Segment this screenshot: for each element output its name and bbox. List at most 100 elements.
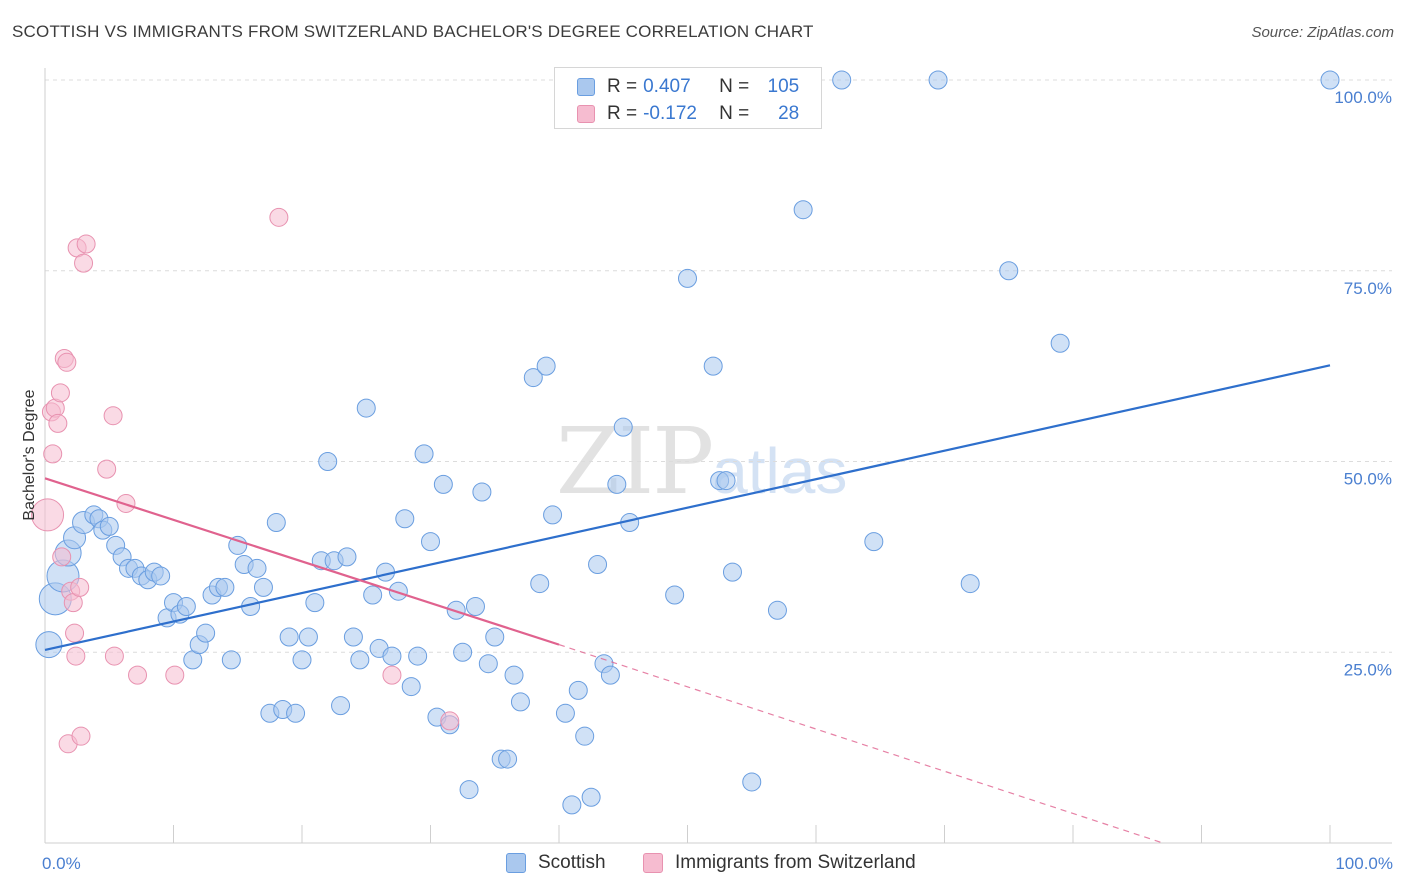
scottish-point	[292, 650, 312, 670]
x-tick-label: 100.0%	[1335, 854, 1393, 873]
legend-n-value: 105	[767, 76, 800, 97]
bottom-legend-swatch-blue	[506, 853, 526, 873]
scottish-point	[433, 474, 453, 494]
y-tick-label: 50.0%	[1344, 470, 1392, 489]
scottish-point	[286, 703, 306, 723]
legend-r-label: R =	[607, 103, 638, 124]
scottish-point	[1050, 333, 1070, 353]
legend-box: R = 0.407 N = 105 R = -0.172 N = 28	[554, 67, 822, 129]
bottom-legend-scottish: Scottish	[506, 852, 606, 874]
scottish-point	[703, 356, 723, 376]
x-tick-label: 0.0%	[42, 854, 81, 873]
scottish-point	[414, 444, 434, 464]
scottish-point	[562, 795, 582, 815]
scottish-point	[151, 566, 171, 586]
scottish-point	[318, 452, 338, 471]
scottish-point	[266, 513, 286, 533]
scottish-point	[523, 368, 543, 388]
legend-swatch-pink	[577, 105, 595, 123]
scottish-point	[928, 70, 948, 90]
scottish-point	[453, 642, 473, 662]
swiss-point	[382, 665, 402, 685]
swiss-point	[50, 383, 70, 403]
scottish-point	[221, 650, 241, 670]
watermark-atlas: atlas	[712, 435, 848, 507]
swiss-point	[43, 444, 63, 464]
swiss-point	[65, 623, 85, 643]
scottish-point	[1320, 70, 1340, 90]
scottish-point	[215, 577, 235, 597]
scottish-point	[298, 627, 318, 647]
scottish-point	[722, 562, 742, 582]
swiss-point	[71, 726, 91, 746]
scottish-point	[716, 471, 736, 491]
axes	[44, 68, 1392, 844]
legend-swatch-blue	[577, 78, 595, 96]
scottish-point	[356, 398, 376, 418]
scottish-point	[363, 585, 383, 605]
scottish-points	[35, 70, 1340, 815]
scottish-point	[530, 574, 550, 594]
scottish-point	[279, 627, 299, 647]
scottish-point	[613, 417, 633, 437]
scottish-point	[485, 627, 505, 647]
scottish-point	[864, 532, 884, 552]
bottom-legend-swatch-pink	[643, 853, 663, 873]
scottish-point	[960, 574, 980, 594]
scottish-point	[343, 627, 363, 647]
legend-n-value: 28	[778, 103, 800, 124]
scottish-point	[568, 680, 588, 700]
scottish-point	[305, 593, 325, 613]
scottish-point	[498, 749, 518, 769]
scottish-point	[421, 532, 440, 552]
bottom-legend-swiss: Immigrants from Switzerland	[643, 852, 916, 874]
bottom-legend-label: Scottish	[538, 852, 606, 873]
trend-lines	[44, 364, 1331, 844]
scottish-point	[478, 654, 498, 674]
swiss-point	[269, 207, 289, 227]
scottish-trend-line	[44, 364, 1331, 652]
y-tick-label: 100.0%	[1334, 88, 1392, 107]
swiss-point	[70, 577, 90, 597]
scottish-point	[793, 200, 813, 220]
scottish-point	[401, 677, 421, 697]
source-label: Source: ZipAtlas.com	[1251, 24, 1394, 41]
scottish-point	[600, 665, 620, 685]
swiss-point	[66, 646, 86, 666]
legend-r-label: R =	[607, 76, 638, 97]
scottish-point	[832, 70, 852, 90]
scottish-point	[228, 535, 248, 555]
scottish-point	[536, 356, 556, 376]
scottish-point	[176, 596, 196, 616]
scottish-point	[382, 646, 402, 666]
scottish-point	[510, 692, 530, 712]
swiss-trend-line	[44, 477, 560, 646]
scottish-point	[575, 726, 595, 746]
bottom-legend-label: Immigrants from Switzerland	[675, 852, 916, 873]
legend-r-value: 0.407	[643, 76, 691, 97]
swiss-point	[52, 547, 72, 567]
legend-n-label: N =	[719, 103, 750, 124]
legend-n-label: N =	[719, 76, 750, 97]
swiss-point	[440, 711, 460, 731]
swiss-point	[57, 352, 77, 372]
scottish-point	[767, 600, 787, 620]
scottish-point	[607, 474, 627, 494]
scottish-point	[395, 509, 415, 529]
y-axis-label: Bachelor's Degree	[21, 389, 38, 520]
legend-row-swiss: R = -0.172 N = 28	[577, 102, 799, 126]
scottish-point	[504, 665, 524, 685]
swiss-points	[31, 207, 460, 754]
scottish-point	[35, 631, 63, 659]
scottish-point	[331, 696, 351, 716]
scottish-point	[581, 787, 601, 807]
scottish-point	[543, 505, 563, 525]
scottish-point	[588, 555, 608, 575]
scottish-point	[555, 703, 575, 723]
tick-labels: 25.0% 50.0% 75.0% 100.0% 0.0% 100.0%	[42, 88, 1393, 873]
swiss-point	[76, 234, 96, 254]
swiss-trend-extension	[558, 644, 1164, 844]
scottish-point	[337, 547, 357, 567]
swiss-point	[74, 253, 94, 273]
